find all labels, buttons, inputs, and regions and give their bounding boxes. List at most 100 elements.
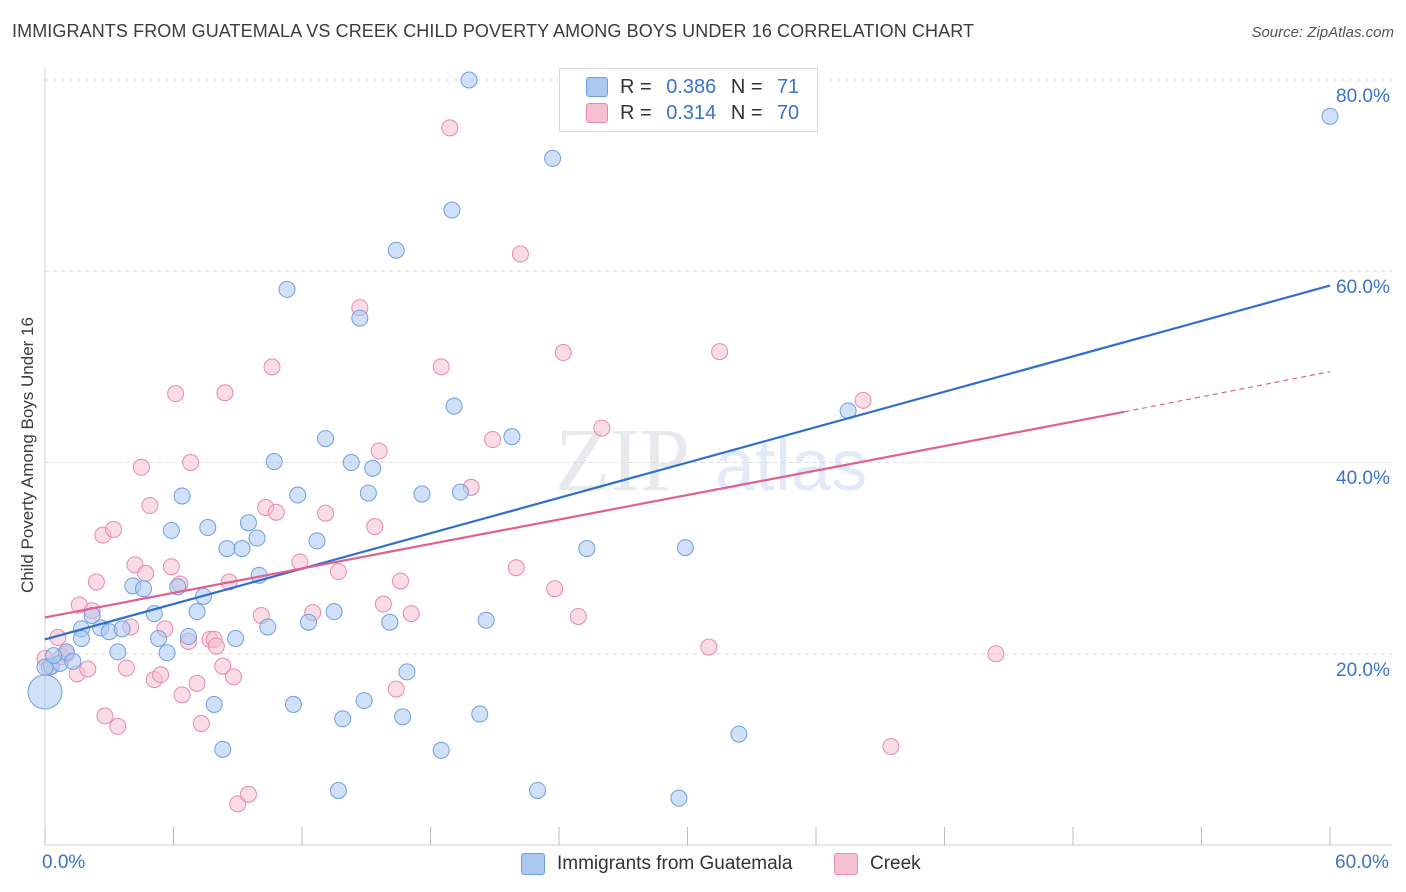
guatemala-point [445,397,463,415]
creek-point [432,358,450,376]
y-tick-label-40: 40.0% [1336,468,1390,489]
guatemala-point [45,647,63,665]
guatemala-point [676,539,694,557]
trend-line-guatemala [44,284,1331,641]
creek-point [484,431,502,449]
creek-point [141,497,159,515]
creek-point [216,384,234,402]
creek-point [162,558,180,576]
creek-point [374,595,392,613]
legend-r-label: R = [620,75,652,98]
creek-point [317,504,335,522]
guatemala-point [308,532,326,550]
legend-r-value-guatemala: 0.386 [666,75,717,98]
y-tick-label-80: 80.0% [1336,86,1390,107]
guatemala-point [730,725,748,743]
guatemala-point [284,695,302,713]
creek-point [229,795,247,813]
creek-point [182,454,200,471]
guatemala-point [451,483,469,501]
creek-point [987,645,1005,663]
legend-r-label: R = [620,101,652,124]
creek-point [224,668,242,686]
guatemala-point [109,643,127,661]
guatemala-point [381,613,399,631]
y-tick-label-60: 60.0% [1336,277,1390,298]
creek-point [87,573,105,591]
creek-point [214,657,232,675]
trend-lines [44,284,1331,641]
chart-title: IMMIGRANTS FROM GUATEMALA VS CREEK CHILD… [12,21,975,41]
guatemala-point [359,484,377,502]
legend-r-value-creek: 0.314 [666,101,717,124]
creek-point [370,442,388,460]
creek-point [546,580,564,598]
guatemala-point [218,540,236,558]
creek-point [109,717,127,735]
guatemala-point [394,708,412,726]
guatemala-point [233,540,251,558]
creek-point [441,119,459,137]
creek-point [507,559,525,577]
guatemala-point [398,663,416,681]
guatemala-point [670,789,688,807]
guatemala-point [329,781,347,799]
creek-point [188,674,206,692]
y-tick-label-20: 20.0% [1336,660,1390,681]
guatemala-point [325,603,343,621]
guatemala-point [158,644,176,662]
legend-n-label: N = [730,75,763,98]
axes [44,68,1392,846]
guatemala-point [477,611,495,629]
series-guatemala [27,71,1339,807]
guatemala-point [173,487,191,505]
trend-line-creek-extension [1124,371,1331,413]
creek-point [402,605,420,623]
guatemala-point [248,529,266,547]
legend-n-value-guatemala: 71 [776,75,800,98]
creek-point [167,385,185,403]
guatemala-point [443,201,461,219]
guatemala-point [214,740,232,758]
guatemala-point [227,629,245,647]
guatemala-point [199,519,217,537]
guatemala-point [135,580,153,598]
creek-point [207,637,225,655]
guatemala-point [413,485,431,503]
creek-point [105,520,123,538]
bottom-legend-label-guatemala: Immigrants from Guatemala [557,853,793,874]
creek-point [329,563,347,581]
guatemala-point [259,618,277,636]
guatemala-point [150,629,168,647]
guatemala-point [299,613,317,631]
x-tick-label-max: 60.0% [1335,852,1389,873]
legend-n-label: N = [730,101,763,124]
creek-point [137,564,155,582]
guatemala-point [342,454,360,471]
creek-point [700,638,718,656]
guatemala-point [460,71,478,89]
creek-point [79,660,97,678]
guatemala-point [278,280,296,298]
creek-point [882,738,900,756]
guatemala-point [503,428,521,446]
guatemala-point [113,620,131,638]
bottom-legend-guatemala: Immigrants from Guatemala [521,851,792,877]
guatemala-point [364,459,382,477]
creek-point [366,518,384,536]
creek-point [192,715,210,733]
creek-point [152,666,170,684]
creek-point [267,503,285,521]
guatemala-point [27,674,63,710]
guatemala-point [205,695,223,713]
legend-n-value-creek: 70 [776,101,800,124]
guatemala-point [179,628,197,646]
guatemala-point [239,514,257,532]
creek-point [239,785,257,803]
bottom-legend-swatch-blue [521,853,545,875]
guatemala-point [289,486,307,504]
bottom-legend-creek: Creek [834,851,921,877]
guatemala-point [72,629,90,647]
creek-point [117,659,135,677]
